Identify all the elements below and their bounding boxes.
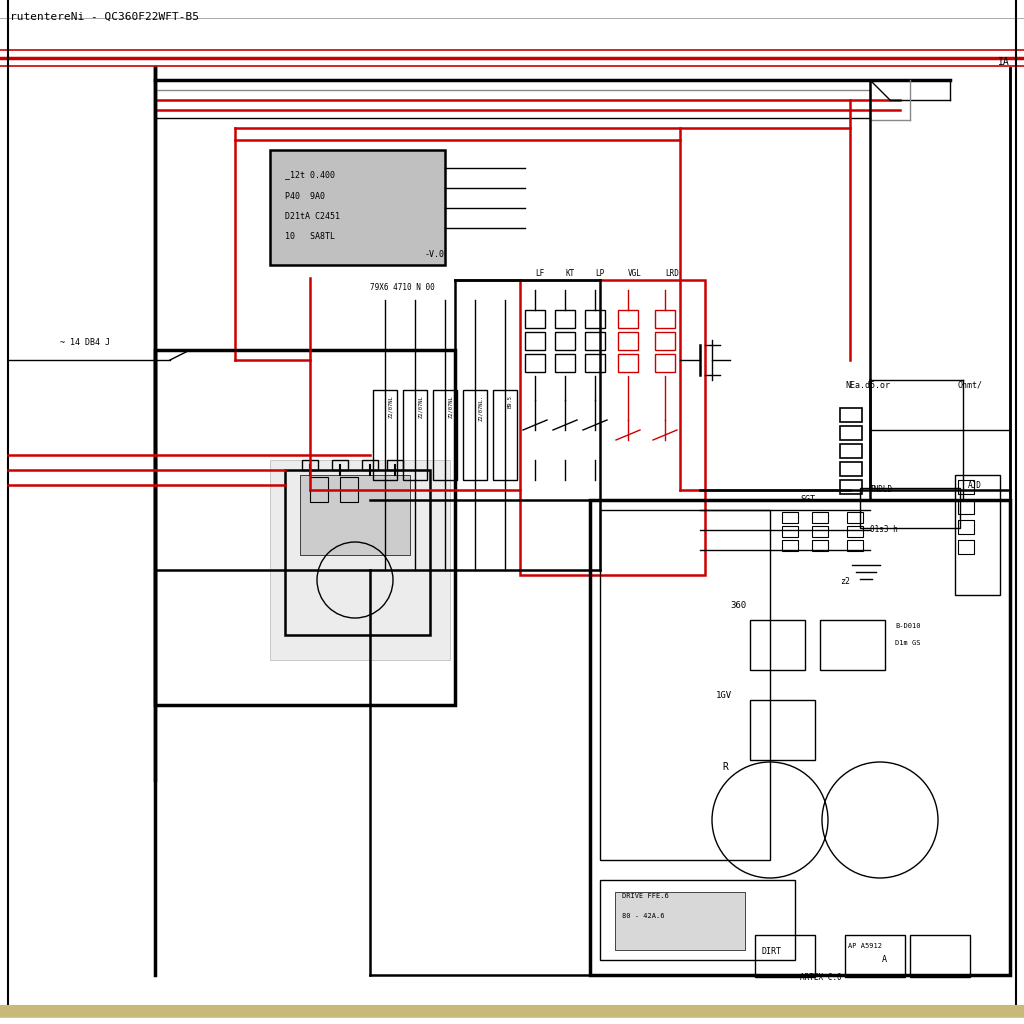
Bar — [590, 500, 1010, 975]
Bar — [655, 310, 675, 328]
Text: B9.5: B9.5 — [508, 395, 513, 408]
Text: D1m GS: D1m GS — [895, 640, 921, 646]
Bar — [387, 460, 403, 470]
Text: TNDLD: TNDLD — [870, 485, 893, 494]
Bar — [840, 408, 862, 422]
Bar — [655, 354, 675, 372]
Bar — [847, 526, 863, 537]
Bar — [493, 390, 517, 480]
Bar — [820, 620, 885, 670]
Text: Ohmt/: Ohmt/ — [958, 381, 983, 390]
Bar — [812, 512, 828, 523]
Bar — [655, 332, 675, 350]
Bar — [403, 390, 427, 480]
Text: z2: z2 — [840, 577, 850, 586]
Bar — [755, 935, 815, 977]
Text: LP: LP — [595, 269, 604, 278]
Text: _12t 0.400: _12t 0.400 — [285, 170, 335, 179]
Text: ~ 14 DB4 J: ~ 14 DB4 J — [60, 338, 110, 347]
Text: ARTEX C.0: ARTEX C.0 — [800, 973, 842, 982]
Text: B-D010: B-D010 — [895, 623, 921, 629]
Text: VGL: VGL — [628, 269, 642, 278]
Bar — [860, 488, 961, 528]
Bar — [525, 354, 545, 372]
Text: Z2/07NL.: Z2/07NL. — [478, 395, 483, 421]
Bar — [782, 526, 798, 537]
Bar — [958, 540, 974, 554]
Bar — [310, 477, 328, 502]
Bar — [270, 150, 445, 265]
Bar — [300, 475, 410, 555]
Text: AP A5912: AP A5912 — [848, 943, 882, 949]
Bar — [525, 332, 545, 350]
Bar — [750, 620, 805, 670]
Text: 360: 360 — [730, 601, 746, 610]
Text: KT: KT — [565, 269, 574, 278]
Bar — [782, 512, 798, 523]
Text: D21tA C2451: D21tA C2451 — [285, 212, 340, 221]
Bar — [840, 462, 862, 476]
Bar — [750, 700, 815, 760]
Text: 10   SA8TL: 10 SA8TL — [285, 232, 335, 241]
Bar — [340, 477, 358, 502]
Text: Z2/07NL: Z2/07NL — [388, 395, 393, 418]
Text: R: R — [722, 762, 728, 772]
Text: SGT: SGT — [800, 495, 815, 504]
Bar — [955, 475, 1000, 595]
Bar — [618, 310, 638, 328]
Bar — [910, 935, 970, 977]
Bar — [847, 540, 863, 551]
Text: NEa.d5.or: NEa.d5.or — [845, 381, 890, 390]
Bar — [958, 500, 974, 514]
Bar — [782, 540, 798, 551]
Text: AJD: AJD — [968, 481, 982, 490]
Text: rutentereNi - QC360F22WFT-B5: rutentereNi - QC360F22WFT-B5 — [10, 12, 199, 22]
Bar — [840, 480, 862, 494]
Bar — [618, 354, 638, 372]
Text: A: A — [882, 955, 887, 964]
Bar — [618, 332, 638, 350]
Bar — [463, 390, 487, 480]
Bar — [555, 332, 575, 350]
Text: -V.0: -V.0 — [425, 250, 445, 259]
Text: IA: IA — [998, 57, 1010, 67]
Bar — [812, 540, 828, 551]
Bar — [285, 470, 430, 635]
Bar — [845, 935, 905, 977]
Bar — [155, 350, 455, 705]
Bar — [525, 310, 545, 328]
Bar — [520, 280, 705, 575]
Text: P40  9A0: P40 9A0 — [285, 193, 325, 201]
Bar — [585, 310, 605, 328]
Bar — [615, 892, 745, 950]
Text: DIRT: DIRT — [762, 947, 782, 956]
Bar — [585, 354, 605, 372]
Bar — [958, 520, 974, 534]
Text: DRIVE FFE.6: DRIVE FFE.6 — [622, 893, 669, 899]
Bar — [840, 426, 862, 440]
Text: 79X6 4710 N 00: 79X6 4710 N 00 — [370, 283, 435, 292]
Bar — [555, 310, 575, 328]
Bar — [270, 460, 450, 660]
Text: Z2/07NL: Z2/07NL — [449, 395, 453, 418]
Bar — [332, 460, 348, 470]
Bar — [362, 460, 378, 470]
Text: 01s3 h: 01s3 h — [870, 525, 898, 534]
Bar — [812, 526, 828, 537]
Bar — [958, 480, 974, 494]
Bar — [600, 880, 795, 961]
Bar — [433, 390, 457, 480]
Text: 80 - 42A.6: 80 - 42A.6 — [622, 913, 665, 919]
Bar — [302, 460, 318, 470]
Text: LF: LF — [535, 269, 544, 278]
Text: LRD: LRD — [665, 269, 679, 278]
Bar — [373, 390, 397, 480]
Bar — [555, 354, 575, 372]
Bar — [600, 510, 770, 860]
Text: Z2/07NL: Z2/07NL — [418, 395, 423, 418]
Text: 1GV: 1GV — [716, 691, 732, 700]
Bar — [840, 444, 862, 458]
Bar — [847, 512, 863, 523]
Bar — [585, 332, 605, 350]
